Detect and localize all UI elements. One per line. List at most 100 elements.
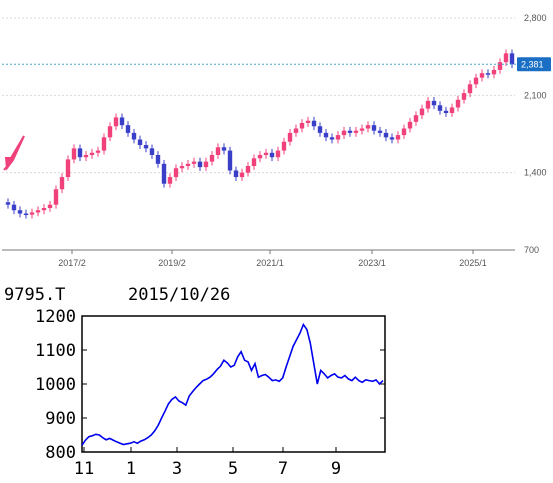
candle-body	[419, 108, 425, 116]
candle-body	[317, 126, 323, 133]
horizontal-gridlines	[2, 17, 515, 251]
date-label: 2015/10/26	[128, 285, 230, 305]
candle-body	[71, 148, 77, 160]
candle-body	[29, 212, 35, 215]
candle-body	[119, 117, 125, 126]
candle-body	[59, 177, 65, 190]
candle-body	[299, 122, 305, 129]
candle-body	[305, 120, 311, 123]
y-tick-label: 1200	[35, 307, 76, 327]
current-price-label: 2,381	[521, 59, 544, 69]
candle-body	[227, 150, 233, 171]
candle-body	[221, 147, 227, 151]
candle-body	[467, 84, 473, 94]
candle-body	[425, 100, 431, 109]
x-tick-label: 2023/1	[358, 258, 386, 268]
candle-body	[101, 137, 107, 151]
candle-body	[293, 128, 299, 133]
candle-body	[149, 148, 155, 155]
current-price-badge: 2,381	[517, 57, 551, 72]
candle-body	[17, 210, 23, 214]
candle-body	[449, 107, 455, 114]
y-tick-label: 900	[45, 409, 76, 429]
candle-body	[53, 189, 59, 205]
candle-body	[269, 152, 275, 158]
candle-body	[185, 163, 191, 167]
arrow-icon	[3, 135, 25, 171]
candle-body	[137, 139, 143, 146]
y-tick-label: 2,100	[524, 90, 547, 100]
candle-body	[173, 168, 179, 178]
candle-body	[125, 125, 131, 133]
x-tick-label: 7	[278, 459, 288, 479]
candle-body	[389, 137, 395, 140]
candle-body	[275, 150, 281, 158]
candle-body	[431, 100, 437, 106]
x-tick-label: 3	[172, 459, 182, 479]
candle-body	[365, 125, 371, 129]
x-axis-ticks: 11 1 3 5 7 9	[74, 447, 341, 479]
y-tick-label: 800	[45, 443, 76, 463]
candle-body	[281, 141, 287, 151]
candle-body	[65, 159, 71, 178]
candle-body	[35, 210, 41, 213]
candle-body	[215, 147, 221, 155]
y-tick-label: 1000	[35, 375, 76, 395]
candle-body	[311, 120, 317, 127]
candle-body	[179, 166, 185, 169]
x-tick-label: 1	[126, 459, 136, 479]
plot-frame	[81, 315, 386, 453]
candle-body	[263, 152, 269, 155]
candle-body	[155, 154, 161, 164]
candle-body	[407, 121, 413, 129]
candle-body	[377, 130, 383, 133]
candle-body	[77, 148, 83, 158]
candle-body	[353, 130, 359, 133]
candle-body	[83, 154, 89, 158]
y-axis-ticks: 2,800 2,100 1,400 700	[524, 13, 547, 255]
candle-body	[89, 152, 95, 155]
candle-body	[167, 177, 173, 184]
x-tick-label: 2017/2	[58, 258, 86, 268]
ticker-label: 9795.T	[4, 285, 65, 305]
candle-body	[41, 208, 47, 211]
candle-body	[485, 73, 491, 75]
candle-body	[455, 99, 461, 108]
candle-body	[191, 161, 197, 164]
candle-body	[335, 135, 341, 140]
candle-body	[503, 53, 509, 63]
x-tick-label: 2021/1	[256, 258, 284, 268]
candle-body	[251, 158, 257, 167]
y-tick-label: 2,800	[524, 13, 547, 23]
x-tick-label: 5	[228, 459, 238, 479]
x-tick-label: 2025/1	[459, 258, 487, 268]
candle-body	[401, 128, 407, 136]
line-chart: 9795.T 2015/10/26 1200 1100 1000 900 800 1 1 1…	[4, 285, 386, 479]
candle-body	[287, 132, 293, 142]
candle-body	[329, 137, 335, 140]
candlestick-series	[5, 49, 515, 219]
candle-body	[413, 115, 419, 122]
x-tick-label: 2019/2	[158, 258, 186, 268]
candle-body	[479, 73, 485, 78]
y-axis-ticks: 1200 1100 1000 900 800	[35, 307, 385, 463]
candle-body	[239, 172, 245, 178]
candle-body	[203, 161, 209, 168]
candle-body	[347, 130, 353, 133]
candle-body	[95, 150, 101, 153]
candle-body	[197, 161, 203, 168]
candle-body	[107, 126, 113, 138]
candle-body	[473, 77, 479, 85]
candle-body	[257, 154, 263, 159]
candle-body	[5, 202, 11, 205]
candle-body	[395, 135, 401, 140]
y-tick-label: 1100	[35, 341, 76, 361]
candle-body	[143, 145, 149, 149]
candle-body	[161, 163, 167, 184]
candle-body	[113, 117, 119, 127]
candle-body	[131, 132, 137, 140]
y-tick-label: 1,400	[524, 168, 547, 178]
candle-body	[209, 154, 215, 162]
candle-body	[245, 166, 251, 173]
candle-body	[341, 130, 347, 136]
